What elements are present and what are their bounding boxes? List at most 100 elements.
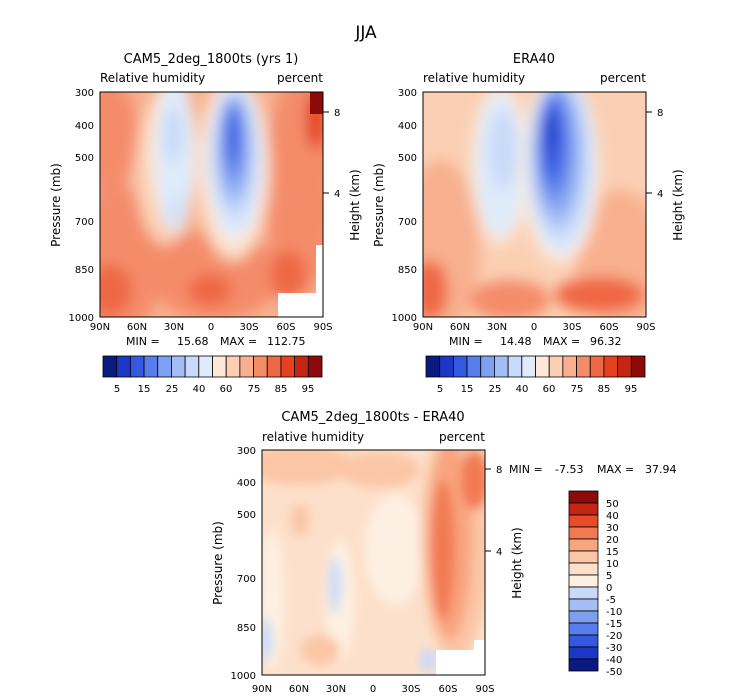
colorbar-swatch <box>425 355 441 378</box>
x-tick: 60S <box>276 322 295 333</box>
colorbar-swatch <box>568 586 599 600</box>
colorbar-swatch <box>568 574 599 588</box>
y-tick: 500 <box>75 153 94 164</box>
panel-difference-x-axis: 90N 60N 30N 0 30S 60S 90S <box>252 684 495 695</box>
panel-reanalysis-y-label: Pressure (mb) <box>372 163 386 247</box>
max-label: MAX = <box>220 335 257 348</box>
panel-difference-field <box>262 450 485 675</box>
colorbar-swatch <box>157 355 172 378</box>
colorbar-swatch <box>630 355 646 378</box>
panel-difference-y-axis-right: 8 4 Height (km) <box>485 465 524 599</box>
figure-title: JJA <box>354 23 377 43</box>
panel-difference-title: CAM5_2deg_1800ts - ERA40 <box>281 410 464 425</box>
x-tick: 90N <box>252 684 272 695</box>
colorbar-swatch <box>568 622 599 636</box>
colorbar-swatch <box>116 355 131 378</box>
colorbar-label: -30 <box>606 643 622 654</box>
y-right-tick: 4 <box>657 189 663 200</box>
colorbar-label: 0 <box>606 583 612 594</box>
colorbar-label: 5 <box>437 384 443 395</box>
y-tick: 400 <box>398 121 417 132</box>
panel-difference-units: percent <box>439 430 485 444</box>
colorbar-swatch <box>562 355 577 378</box>
x-tick: 60N <box>127 322 147 333</box>
colorbar-swatch <box>129 355 145 378</box>
x-tick: 0 <box>370 684 376 695</box>
y-tick: 1000 <box>69 313 94 324</box>
colorbar-label: 60 <box>220 384 233 395</box>
panel-model-field <box>100 92 323 317</box>
colorbar-swatch <box>568 538 599 552</box>
colorbar-label: 15 <box>461 384 474 395</box>
colorbar-swatch <box>568 598 599 612</box>
colorbar-swatch <box>184 355 200 378</box>
colorbar-swatch <box>568 562 599 576</box>
colorbar-swatch <box>480 355 495 378</box>
colorbar-swatch <box>494 355 509 378</box>
colorbar-label: 5 <box>606 571 612 582</box>
panel-model-y-label: Pressure (mb) <box>49 163 63 247</box>
max-value: 112.75 <box>267 335 306 348</box>
colorbar-swatch <box>466 355 482 378</box>
colorbar-swatch <box>280 355 296 378</box>
y-tick: 1000 <box>392 313 417 324</box>
colorbar-swatch <box>603 355 619 378</box>
colorbar-label: -50 <box>606 667 622 678</box>
y-tick: 850 <box>398 265 417 276</box>
colorbar-swatch <box>568 526 599 540</box>
colorbar-label: 75 <box>248 384 261 395</box>
colorbar-label: 30 <box>606 523 619 534</box>
y-right-tick: 8 <box>334 108 340 119</box>
y-right-tick: 8 <box>496 465 502 476</box>
colorbar-swatch <box>568 646 599 660</box>
colorbar-swatch <box>568 658 599 672</box>
panel-reanalysis-title: ERA40 <box>513 52 555 67</box>
colorbar-label: 15 <box>138 384 151 395</box>
colorbar-label: -5 <box>606 595 616 606</box>
panel-model-colorbar: 5 15 25 40 60 75 85 95 <box>102 355 323 395</box>
colorbar-swatch <box>198 355 213 378</box>
x-tick: 0 <box>531 322 537 333</box>
min-label: MIN = <box>126 335 160 348</box>
colorbar-label: 50 <box>606 499 619 510</box>
colorbar-swatch <box>171 355 186 378</box>
x-tick: 30S <box>562 322 581 333</box>
panel-difference-stats: MIN = -7.53 MAX = 37.94 <box>509 463 677 476</box>
min-value: 15.68 <box>177 335 209 348</box>
colorbar-swatch <box>568 514 599 528</box>
max-label: MAX = <box>543 335 580 348</box>
panel-model-units: percent <box>277 71 323 85</box>
colorbar-label: 85 <box>598 384 611 395</box>
x-tick: 30N <box>487 322 507 333</box>
colorbar-swatch <box>568 634 599 648</box>
colorbar-swatch <box>589 355 605 378</box>
y-tick: 300 <box>75 88 94 99</box>
x-tick: 90N <box>90 322 110 333</box>
colorbar-swatch <box>294 355 309 378</box>
panel-reanalysis: ERA40 relative humidity percent <box>372 52 685 395</box>
colorbar-label: 10 <box>606 559 619 570</box>
panel-difference-y-axis: 300 400 500 700 850 1000 Pressure (mb) <box>211 446 256 682</box>
colorbar-swatch <box>568 490 599 504</box>
x-tick: 90N <box>413 322 433 333</box>
max-value: 37.94 <box>645 463 677 476</box>
panel-difference-variable: relative humidity <box>262 430 364 444</box>
panel-reanalysis-y-axis: 300 400 500 700 850 1000 Pressure (mb) <box>372 88 417 324</box>
colorbar-label: 95 <box>302 384 315 395</box>
min-label: MIN = <box>509 463 543 476</box>
x-tick: 60N <box>289 684 309 695</box>
panel-reanalysis-colorbar: 5 15 25 40 60 75 85 95 <box>425 355 646 395</box>
colorbar-label: 60 <box>543 384 556 395</box>
colorbar-swatch <box>568 502 599 516</box>
colorbar-swatch <box>568 610 599 624</box>
y-tick: 300 <box>237 446 256 457</box>
colorbar-swatch <box>521 355 536 378</box>
x-tick: 30N <box>164 322 184 333</box>
x-tick: 90S <box>313 322 332 333</box>
colorbar-label: 95 <box>625 384 638 395</box>
y-tick: 1000 <box>231 671 256 682</box>
colorbar-label: 25 <box>166 384 179 395</box>
panel-model-y-axis-right: 8 4 Height (km) <box>323 108 362 241</box>
x-tick: 30S <box>239 322 258 333</box>
panel-model-title: CAM5_2deg_1800ts (yrs 1) <box>124 52 299 67</box>
